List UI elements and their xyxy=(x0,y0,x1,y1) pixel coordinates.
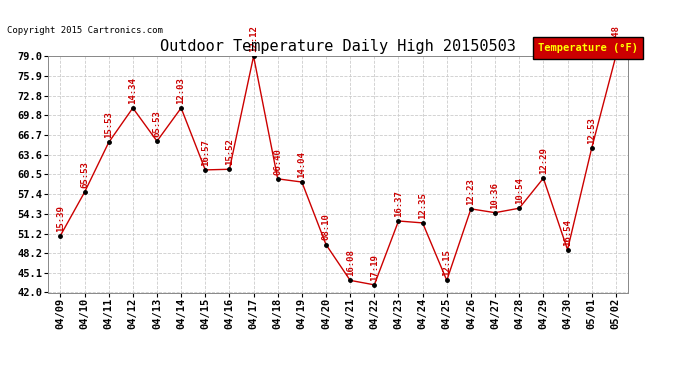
Text: 16:57: 16:57 xyxy=(201,139,210,166)
Text: 12:29: 12:29 xyxy=(539,147,548,174)
Title: Outdoor Temperature Daily High 20150503: Outdoor Temperature Daily High 20150503 xyxy=(160,39,516,54)
Text: 12:03: 12:03 xyxy=(177,77,186,104)
Text: 17:19: 17:19 xyxy=(370,254,379,280)
Text: 10:36: 10:36 xyxy=(491,182,500,209)
Text: Temperature (°F): Temperature (°F) xyxy=(538,43,638,53)
Text: 14:04: 14:04 xyxy=(297,151,306,178)
Text: 15:52: 15:52 xyxy=(225,138,234,165)
Text: 14:34: 14:34 xyxy=(128,77,137,104)
Text: 16:54: 16:54 xyxy=(563,219,572,246)
Text: 10:54: 10:54 xyxy=(515,177,524,204)
Text: 12:35: 12:35 xyxy=(418,192,427,219)
Text: 06:40: 06:40 xyxy=(273,148,282,175)
Text: 14:48: 14:48 xyxy=(611,25,620,52)
Text: 12:12: 12:12 xyxy=(249,25,258,52)
Text: 15:53: 15:53 xyxy=(104,111,113,138)
Text: 15:39: 15:39 xyxy=(56,205,65,231)
Text: 08:10: 08:10 xyxy=(322,214,331,240)
Text: 16:37: 16:37 xyxy=(394,190,403,217)
Text: 12:15: 12:15 xyxy=(442,249,451,276)
Text: 12:23: 12:23 xyxy=(466,178,475,205)
Text: Copyright 2015 Cartronics.com: Copyright 2015 Cartronics.com xyxy=(7,26,163,35)
Text: 12:53: 12:53 xyxy=(587,117,596,144)
Text: 16:08: 16:08 xyxy=(346,249,355,276)
Text: 65:53: 65:53 xyxy=(80,161,89,188)
Text: 65:53: 65:53 xyxy=(152,110,161,137)
